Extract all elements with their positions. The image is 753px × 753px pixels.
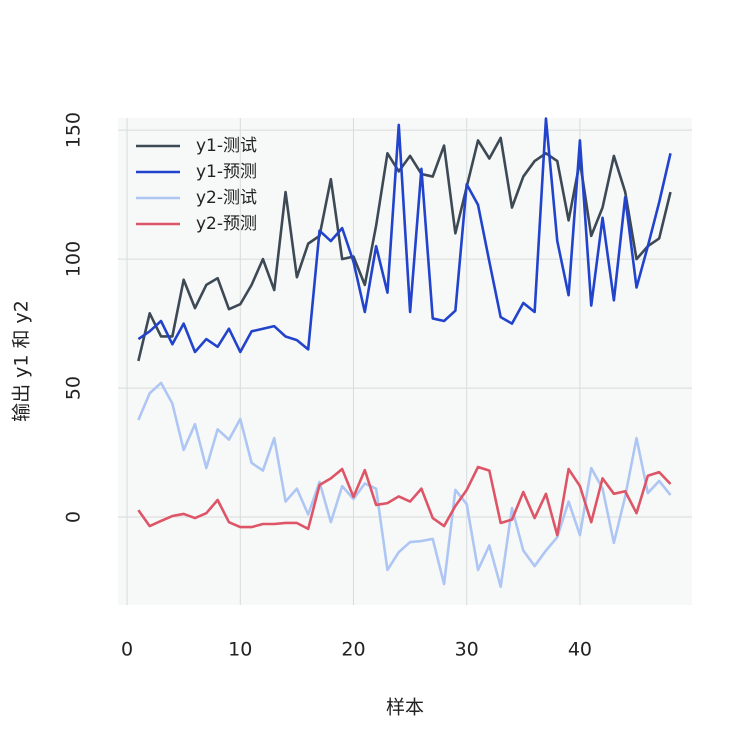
series-line xyxy=(137,381,672,588)
x-tick-label: 30 xyxy=(455,639,479,661)
x-axis-label: 样本 xyxy=(386,697,424,719)
x-tick-label: 10 xyxy=(228,639,252,661)
series-line xyxy=(137,465,672,537)
y-tick-label: 0 xyxy=(63,511,85,523)
y-axis-label: 输出 y1 和 y2 xyxy=(11,300,33,422)
x-tick-label: 0 xyxy=(121,639,133,661)
legend-label: y2-测试 xyxy=(196,188,257,208)
legend-label: y2-预测 xyxy=(196,214,257,234)
y-tick-label: 50 xyxy=(63,376,85,400)
series-line xyxy=(137,117,672,354)
y-tick-label: 150 xyxy=(63,112,85,148)
x-tick-label: 20 xyxy=(341,639,365,661)
y-tick-label: 100 xyxy=(63,241,85,277)
legend: y1-测试 y1-预测 y2-测试 y2-预测 xyxy=(136,136,257,234)
x-tick-label: 40 xyxy=(568,639,592,661)
legend-label: y1-测试 xyxy=(196,136,257,156)
plot-panel xyxy=(118,118,692,605)
legend-label: y1-预测 xyxy=(196,162,257,182)
